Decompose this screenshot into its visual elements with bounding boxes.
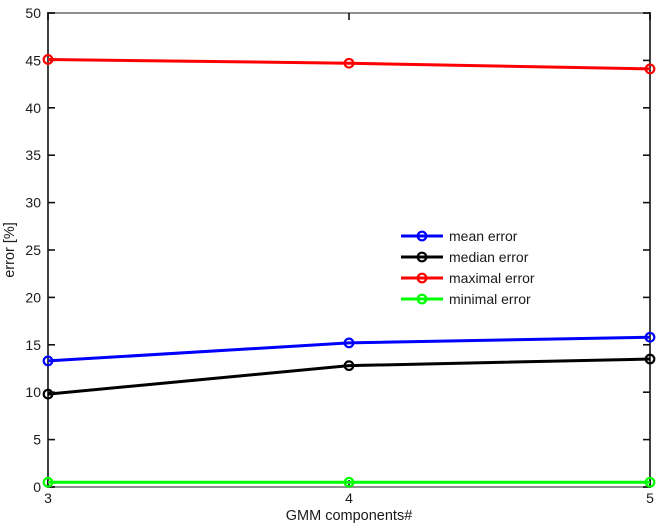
- marker-maximal-error: [644, 63, 656, 75]
- x-axis-tick-label: 4: [345, 490, 353, 506]
- marker-median-error: [42, 388, 54, 400]
- y-axis-tick-label: 10: [25, 384, 41, 400]
- marker-minimal-error: [42, 476, 54, 488]
- legend-swatch-marker: [416, 230, 428, 242]
- y-axis-tick-label: 15: [25, 337, 41, 353]
- y-axis-tick-label: 50: [25, 5, 41, 21]
- legend-swatch-marker: [416, 251, 428, 263]
- series-line-mean-error: [47, 335, 651, 363]
- legend-label: maximal error: [449, 270, 535, 286]
- y-axis-tick-label: 45: [25, 52, 41, 68]
- legend-label: mean error: [449, 228, 518, 244]
- legend-swatch-marker: [416, 272, 428, 284]
- legend-entry-maximal-error: maximal error: [401, 270, 535, 286]
- y-axis-tick-label: 20: [25, 289, 41, 305]
- x-axis-label: GMM components#: [286, 508, 413, 524]
- marker-mean-error: [644, 331, 656, 343]
- marker-mean-error: [343, 337, 355, 349]
- marker-minimal-error: [343, 476, 355, 488]
- marker-median-error: [343, 360, 355, 372]
- y-axis-tick-label: 35: [25, 147, 41, 163]
- x-axis-tick-label: 3: [44, 490, 52, 506]
- marker-maximal-error: [42, 54, 54, 65]
- marker-median-error: [644, 353, 656, 365]
- legend-label: median error: [449, 249, 529, 265]
- series-line-median-error: [47, 357, 651, 396]
- y-axis-tick-label: 0: [33, 479, 41, 495]
- y-axis-tick-label: 30: [25, 195, 41, 211]
- legend-entry-median-error: median error: [401, 249, 529, 265]
- y-axis-tick-label: 25: [25, 242, 41, 258]
- series-line-maximal-error: [47, 57, 651, 71]
- marker-mean-error: [42, 355, 54, 367]
- marker-minimal-error: [644, 476, 656, 488]
- legend-swatch-marker: [416, 293, 428, 305]
- x-axis-tick-label: 5: [646, 490, 654, 506]
- legend-entry-minimal-error: minimal error: [401, 291, 531, 307]
- legend-label: minimal error: [449, 291, 531, 307]
- y-axis-tick-label: 40: [25, 100, 41, 116]
- marker-maximal-error: [343, 57, 355, 69]
- legend-entry-mean-error: mean error: [401, 228, 518, 244]
- y-axis-tick-label: 5: [33, 432, 41, 448]
- y-axis-label: error [%]: [2, 222, 18, 278]
